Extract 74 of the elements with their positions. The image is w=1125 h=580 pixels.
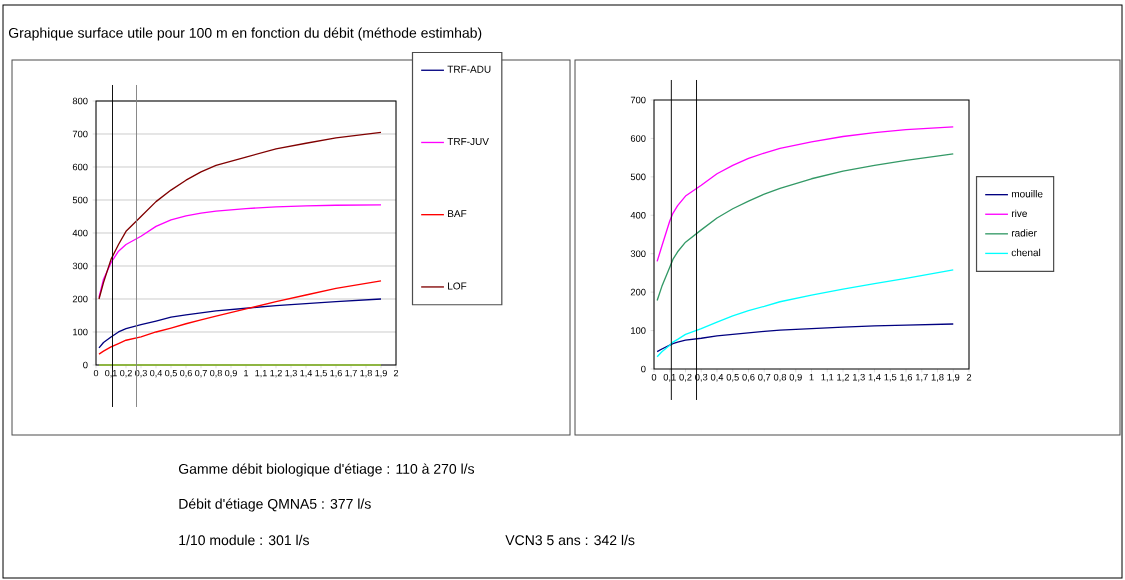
x-tick-label: 0,7 <box>195 369 207 378</box>
x-tick-label: 1,3 <box>852 373 865 382</box>
y-tick-label: 100 <box>73 328 88 336</box>
x-tick-label: 0,6 <box>180 369 192 378</box>
y-tick-label: 700 <box>630 96 646 104</box>
x-tick-label: 1,4 <box>868 373 881 382</box>
legend-label: chenal <box>1011 248 1041 257</box>
legend-label: mouille <box>1011 190 1043 198</box>
x-tick-label: 1,2 <box>270 369 282 378</box>
x-tick-label: 2 <box>966 373 972 381</box>
x-tick-label: 0 <box>651 373 657 381</box>
x-tick-label: 1,9 <box>947 373 960 382</box>
chart-title: Graphique surface utile pour 100 m en fonction du débit (méthode estimhab) <box>8 27 482 41</box>
x-tick-label: 1,6 <box>900 373 913 382</box>
y-tick-label: 800 <box>72 97 88 105</box>
x-tick-label: 1,5 <box>315 369 327 378</box>
x-tick-label: 1,7 <box>345 369 357 378</box>
line-series <box>98 280 382 355</box>
y-tick-label: 500 <box>630 173 646 181</box>
line-series <box>656 153 954 302</box>
x-tick-label: 1,7 <box>915 373 928 382</box>
legend-label: TRF-ADU <box>447 65 491 73</box>
x-tick-label: 0,4 <box>150 369 163 378</box>
x-tick-label: 1 <box>244 369 249 377</box>
x-tick-label: 1,1 <box>821 373 834 382</box>
x-tick-label: 0,8 <box>773 373 787 382</box>
line-series <box>98 131 382 300</box>
legend-label: BAF <box>448 210 467 218</box>
y-tick-label: 200 <box>72 295 88 303</box>
y-tick-label: 200 <box>630 288 646 296</box>
x-tick-label: 2 <box>393 369 399 377</box>
x-tick-label: 0,3 <box>135 369 147 378</box>
line-series <box>656 126 954 263</box>
x-tick-label: 0,7 <box>758 373 771 382</box>
x-tick-label: 1,1 <box>255 369 267 378</box>
x-tick-label: 1,2 <box>837 373 850 382</box>
x-tick-label: 1,8 <box>931 373 944 382</box>
legend-label: LOF <box>448 282 467 290</box>
y-tick-label: 300 <box>72 262 88 270</box>
y-tick-label: 100 <box>631 327 646 334</box>
legend-label: TRF-JUV <box>447 138 489 146</box>
x-tick-label: 0,5 <box>165 369 177 378</box>
x-tick-label: 0,4 <box>710 373 724 382</box>
y-tick-label: 400 <box>630 211 646 219</box>
x-tick-label: 1,5 <box>884 373 897 382</box>
x-tick-label: 1 <box>809 373 814 381</box>
x-tick-label: 1,3 <box>285 369 297 378</box>
legend-label: rive <box>1011 209 1027 217</box>
x-tick-label: 0 <box>93 369 99 377</box>
y-tick-label: 300 <box>630 250 646 257</box>
x-tick-label: 1,4 <box>300 369 313 378</box>
y-tick-label: 600 <box>72 163 88 171</box>
x-tick-label: 0,9 <box>225 369 237 378</box>
x-tick-label: 0,8 <box>210 369 222 378</box>
text: 1/10 module : 301 l/s <box>179 534 309 546</box>
x-tick-label: 1,8 <box>360 369 372 378</box>
x-tick-label: 1,6 <box>330 369 342 378</box>
x-tick-label: 1,9 <box>375 369 387 378</box>
y-tick-label: 400 <box>72 229 88 237</box>
y-tick-label: 600 <box>630 135 646 142</box>
x-tick-label: 0,9 <box>789 373 802 382</box>
line-series <box>98 298 382 349</box>
x-tick-label: 0,2 <box>120 369 132 378</box>
text: Gamme débit biologique d'étiage : 110 à 270 l/s <box>178 463 475 477</box>
x-tick-label: 0,2 <box>679 373 692 382</box>
x-tick-label: 0,6 <box>742 373 755 382</box>
legend-label: radier <box>1011 229 1037 237</box>
y-tick-label: 700 <box>72 130 88 138</box>
y-tick-label: 500 <box>72 196 88 204</box>
x-tick-label: 0,5 <box>726 373 739 382</box>
y-tick-label: 0 <box>83 361 88 369</box>
text: VCN3 5 ans : 342 l/s <box>505 534 635 546</box>
text: Débit d'étiage QMNA5 : 377 l/s <box>179 498 371 512</box>
line-series <box>656 269 954 358</box>
